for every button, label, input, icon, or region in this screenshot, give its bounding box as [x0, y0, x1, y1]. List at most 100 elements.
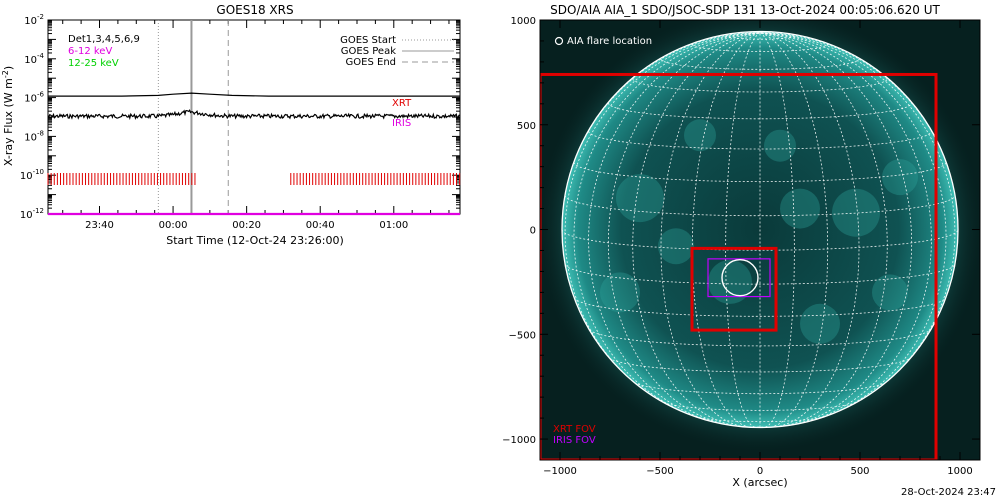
goes-event-legend: GOES Start GOES Peak GOES End	[340, 35, 454, 68]
aia-active-region	[872, 274, 908, 311]
goes-series-line	[47, 109, 460, 121]
aia-iris-fov	[707, 258, 771, 298]
aia-image-panel: SDO/AIA AIA_1 SDO/JSOC-SDP 131 13-Oct-20…	[495, 0, 1000, 500]
goes-x-axis-label: Start Time (12-Oct-24 23:26:00)	[166, 234, 344, 247]
goes-y-tick-label: 10-8	[24, 129, 44, 143]
aia-grid-line	[759, 32, 795, 428]
aia-y-tick-label: −500	[509, 330, 536, 341]
goes-label-xrt: XRT	[392, 98, 412, 109]
aia-legend-iris-fov: IRIS FOV	[553, 435, 596, 446]
aia-grid-line	[634, 382, 886, 395]
aia-active-region	[658, 228, 694, 265]
aia-grid-line	[564, 195, 956, 217]
aia-flare-location	[721, 259, 759, 297]
aia-active-region	[882, 159, 918, 196]
goes-xrt-coverage	[47, 173, 461, 185]
aia-grid-line	[608, 357, 912, 373]
aia-active-region	[780, 188, 820, 229]
aia-active-region	[600, 272, 640, 313]
goes-y-tick-label: 10-10	[20, 168, 44, 182]
goes-y-axis-label-main: X-ray Flux (W m	[2, 78, 15, 166]
goes-legend-end: GOES End	[346, 57, 396, 68]
goes-y-tick-base: 10	[20, 210, 33, 221]
aia-active-region	[800, 303, 840, 344]
aia-grid-line	[588, 32, 761, 425]
aia-grid-line	[588, 130, 932, 150]
goes-legend-start: GOES Start	[340, 35, 396, 46]
aia-grid-line	[759, 32, 829, 428]
goes-y-tick-label: 10-12	[20, 207, 44, 221]
aia-flare-legend-text: AIA flare location	[567, 36, 652, 47]
goes-y-tick-exp: -12	[33, 207, 44, 215]
goes-y-tick-exp: -10	[33, 168, 44, 176]
goes-y-tick-exp: -4	[37, 52, 45, 60]
goes-x-tick-label: 01:00	[379, 220, 408, 231]
goes-legend-peak: GOES Peak	[341, 46, 396, 57]
goes-y-tick-base: 10	[24, 55, 37, 66]
aia-title: SDO/AIA AIA_1 SDO/JSOC-SDP 131 13-Oct-20…	[550, 3, 940, 17]
aia-y-tick-label: 0	[530, 226, 536, 237]
goes-x-tick-label: 00:00	[159, 220, 188, 231]
goes-channel-legend: Det1,3,4,5,6,9 6-12 keV 12-25 keV	[68, 34, 140, 69]
aia-grid-line	[607, 32, 761, 426]
goes-y-tick-label: 10-6	[24, 91, 44, 105]
aia-active-region	[708, 259, 752, 304]
goes-y-tick-base: 10	[20, 171, 33, 182]
aia-active-region	[832, 188, 880, 237]
aia-grid-line	[660, 32, 761, 428]
goes-x-tick-label: 00:20	[232, 220, 261, 231]
goes-y-tick-base: 10	[24, 16, 37, 27]
aia-grid-line	[691, 44, 829, 52]
goes-y-tick-base: 10	[24, 132, 37, 143]
goes-legend-6-12kev: 6-12 keV	[68, 46, 112, 57]
aia-limb	[561, 30, 959, 429]
goes-y-tick-exp: -2	[37, 13, 44, 21]
aia-grid-line	[691, 32, 761, 428]
goes-event-lines	[157, 20, 229, 214]
aia-grid-line	[632, 78, 888, 93]
aia-y-tick-label: −1000	[502, 435, 536, 446]
goes-y-axis-label: X-ray Flux (W m-2)	[1, 66, 15, 166]
goes-y-axis-label-sup: -2	[1, 70, 10, 78]
goes-xrs-svg: GOES18 XRS X-ray Flux (W m-2) Start Time…	[1, 3, 461, 247]
aia-grid-line	[660, 58, 860, 70]
aia-y-tick-label: 500	[517, 121, 536, 132]
aia-grid-line	[759, 32, 932, 425]
aia-xrt-fov-small	[690, 246, 778, 332]
goes-chart-title: GOES18 XRS	[216, 3, 293, 17]
aia-image-area: AIA flare location XRT FOV IRIS FOV	[540, 20, 980, 460]
aia-x-tick-label: 0	[757, 466, 763, 477]
goes-y-tick-label: 10-4	[24, 52, 44, 66]
goes-legend-12-25kev: 12-25 keV	[68, 58, 119, 69]
aia-legend-xrt-fov: XRT FOV	[553, 424, 596, 435]
aia-x-tick-label: −500	[646, 466, 673, 477]
aia-grid-line	[759, 32, 860, 428]
aia-heliographic-grid	[562, 32, 958, 428]
aia-grid-line	[573, 297, 947, 317]
aia-x-tick-label: 500	[850, 466, 869, 477]
goes-xrs-chart: GOES18 XRS X-ray Flux (W m-2) Start Time…	[0, 0, 470, 260]
goes-y-tick-label: 10-2	[24, 13, 44, 27]
aia-ticks: −1000 −500 0 500 1000 1000 500 0 −500 −1000	[502, 16, 981, 477]
aia-grid-line	[759, 32, 913, 426]
aia-flare-legend-marker	[554, 36, 564, 46]
goes-label-iris: IRIS	[392, 118, 411, 129]
goes-legend-det: Det1,3,4,5,6,9	[68, 34, 140, 45]
goes-x-tick-label: 23:40	[85, 220, 114, 231]
aia-x-tick-label: −1000	[543, 466, 577, 477]
goes-series-line	[48, 92, 460, 97]
aia-y-tick-label: 1000	[511, 16, 536, 27]
goes-y-tick-exp: -8	[37, 129, 44, 137]
aia-active-region	[684, 119, 716, 152]
goes-y-axis-label-close: )	[2, 66, 15, 70]
goes-y-tick-exp: -6	[37, 91, 45, 99]
aia-grid-line	[564, 264, 956, 285]
aia-x-axis-label: X (arcsec)	[732, 476, 787, 489]
aia-active-regions	[600, 119, 918, 344]
goes-series	[47, 92, 460, 216]
goes-x-tick-label: 00:40	[306, 220, 335, 231]
timestamp-stamp: 28-Oct-2024 23:47	[901, 487, 996, 498]
aia-x-tick-label: 1000	[947, 466, 972, 477]
aia-image-svg: SDO/AIA AIA_1 SDO/JSOC-SDP 131 13-Oct-20…	[502, 3, 981, 489]
